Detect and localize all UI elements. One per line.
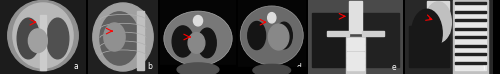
Ellipse shape xyxy=(276,22,292,49)
Bar xyxy=(455,53,486,55)
Ellipse shape xyxy=(172,26,194,57)
Bar xyxy=(238,67,306,74)
Ellipse shape xyxy=(194,16,202,26)
Ellipse shape xyxy=(100,12,139,65)
Bar xyxy=(455,47,486,53)
Bar xyxy=(410,26,449,67)
Ellipse shape xyxy=(268,13,276,23)
Bar xyxy=(347,58,364,64)
Text: b: b xyxy=(148,62,152,71)
Bar xyxy=(455,28,486,30)
Bar xyxy=(455,13,486,19)
Ellipse shape xyxy=(248,21,266,50)
Ellipse shape xyxy=(412,9,442,57)
Bar xyxy=(326,31,349,36)
Ellipse shape xyxy=(17,18,40,59)
Ellipse shape xyxy=(268,24,289,50)
Bar xyxy=(455,19,486,21)
Ellipse shape xyxy=(104,23,125,51)
Ellipse shape xyxy=(198,28,216,58)
Bar xyxy=(137,11,144,70)
Bar xyxy=(455,38,486,45)
Bar xyxy=(347,52,364,57)
Bar xyxy=(347,65,364,70)
Bar xyxy=(427,1,449,33)
Text: e: e xyxy=(392,63,396,72)
Ellipse shape xyxy=(13,3,73,68)
Bar xyxy=(455,11,486,13)
Bar xyxy=(455,30,486,36)
Ellipse shape xyxy=(8,0,79,71)
Bar xyxy=(362,13,399,67)
Ellipse shape xyxy=(425,2,452,43)
Text: d: d xyxy=(296,63,302,72)
Text: c: c xyxy=(226,63,230,72)
Bar xyxy=(455,62,486,64)
Bar xyxy=(362,31,384,36)
Ellipse shape xyxy=(177,63,219,74)
Ellipse shape xyxy=(241,7,302,64)
Ellipse shape xyxy=(164,12,232,65)
Bar xyxy=(349,1,362,33)
Bar xyxy=(455,4,486,11)
Bar xyxy=(40,15,46,70)
Text: f: f xyxy=(482,63,485,72)
Bar xyxy=(455,21,486,28)
Ellipse shape xyxy=(93,3,153,71)
Ellipse shape xyxy=(28,29,48,53)
Bar xyxy=(160,65,236,74)
Bar xyxy=(347,38,364,44)
Ellipse shape xyxy=(253,64,290,74)
Bar xyxy=(455,45,486,47)
Bar xyxy=(455,64,486,70)
Bar xyxy=(347,45,364,50)
Text: a: a xyxy=(74,62,78,71)
Bar xyxy=(453,0,488,74)
Bar xyxy=(455,36,486,38)
Bar xyxy=(346,37,365,74)
Ellipse shape xyxy=(46,18,69,59)
Ellipse shape xyxy=(188,33,205,53)
Bar xyxy=(455,2,486,4)
Bar xyxy=(455,55,486,62)
Bar xyxy=(312,13,349,67)
